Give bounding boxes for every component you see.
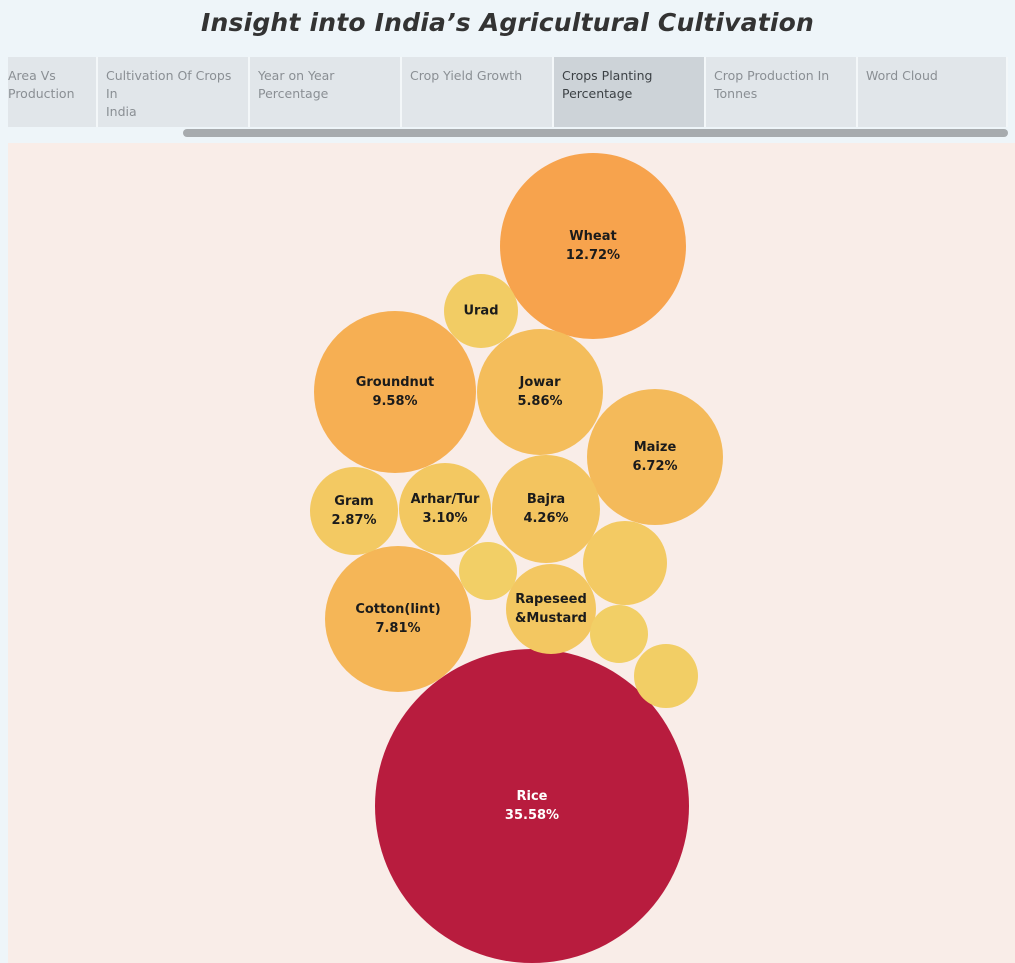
bubble-value-label: 9.58% bbox=[372, 394, 417, 409]
bubble-bajra[interactable]: Bajra 4.26% bbox=[492, 455, 600, 563]
tab-label-line: Tonnes bbox=[714, 86, 758, 101]
bubble-name: Cotton(lint) bbox=[355, 602, 440, 617]
bubble-unlabeled-10[interactable] bbox=[583, 521, 667, 605]
tab-label-line: Year on Year bbox=[258, 68, 335, 83]
tab-label-line: Production bbox=[8, 86, 75, 101]
tab-label-line: Crop Yield Growth bbox=[410, 68, 523, 83]
bubble-value-label: 6.72% bbox=[632, 459, 677, 474]
tab-label-line: Percentage bbox=[562, 86, 633, 101]
bubble-unlabeled-14[interactable] bbox=[590, 605, 648, 663]
bubble-name: Urad bbox=[463, 304, 498, 319]
bubble-circle[interactable] bbox=[375, 649, 689, 963]
tab-crop-production-in-tonnes[interactable]: Crop Production In Tonnes bbox=[706, 57, 858, 127]
tab-year-on-year-percentage[interactable]: Year on Year Percentage bbox=[250, 57, 402, 127]
tab-label-line: Area Vs bbox=[8, 68, 56, 83]
tab-cultivation-of-crops-in-india[interactable]: Cultivation Of Crops In India bbox=[98, 57, 250, 127]
bubble-value-label: 7.81% bbox=[375, 621, 420, 636]
bubble-circle[interactable] bbox=[590, 605, 648, 663]
bubble-unlabeled-13[interactable] bbox=[459, 542, 517, 600]
bubble-groundnut[interactable]: Groundnut 9.58% bbox=[314, 311, 476, 473]
bubble-gram[interactable]: Gram 2.87% bbox=[310, 467, 398, 555]
bubble-circle[interactable] bbox=[492, 455, 600, 563]
story-tab-bar: Area Vs Production Cultivation Of Crops In… bbox=[8, 57, 1008, 127]
bubble-wheat[interactable]: Wheat 12.72% bbox=[500, 153, 686, 339]
tab-word-cloud[interactable]: Word Cloud bbox=[858, 57, 1008, 127]
bubble-urad[interactable]: Urad bbox=[444, 274, 518, 348]
bubble-circle[interactable] bbox=[399, 463, 491, 555]
bubble-name: Arhar/Tur bbox=[411, 492, 480, 507]
tab-label-line: Word Cloud bbox=[866, 68, 938, 83]
bubble-value-label: 3.10% bbox=[422, 511, 467, 526]
bubble-jowar[interactable]: Jowar 5.86% bbox=[477, 329, 603, 455]
tab-label-line: India bbox=[106, 104, 137, 119]
bubble-circle[interactable] bbox=[583, 521, 667, 605]
bubble-name: Rice bbox=[517, 789, 548, 804]
bubble-value-label: 2.87% bbox=[331, 513, 376, 528]
page-title: Insight into India’s Agricultural Cultiv… bbox=[200, 8, 815, 37]
bubble-rice[interactable]: Rice 35.58% bbox=[375, 649, 689, 963]
tab-crops-planting-percentage[interactable]: Crops Planting Percentage bbox=[554, 57, 706, 127]
bubble-circle[interactable] bbox=[477, 329, 603, 455]
bubble-maize[interactable]: Maize 6.72% bbox=[587, 389, 723, 525]
tab-label-line: Cultivation Of Crops In bbox=[106, 68, 232, 101]
bubble-arhar-tur[interactable]: Arhar/Tur 3.10% bbox=[399, 463, 491, 555]
tab-crop-yield-growth[interactable]: Crop Yield Growth bbox=[402, 57, 554, 127]
bubble-value-label: 35.58% bbox=[505, 808, 559, 823]
bubble-circle[interactable] bbox=[325, 546, 471, 692]
tab-area-vs-production[interactable]: Area Vs Production bbox=[8, 57, 98, 127]
bubble-circle[interactable] bbox=[310, 467, 398, 555]
bubble-name: Bajra bbox=[527, 492, 565, 507]
bubble-circle[interactable] bbox=[444, 274, 518, 348]
bubble-chart: Rice 35.58% Wheat 12.72% Groundnut 9.58% Cotto… bbox=[310, 153, 723, 963]
bubble-chart-area: Rice 35.58% Wheat 12.72% Groundnut 9.58% Cotto… bbox=[8, 143, 1015, 963]
bubble-name: Wheat bbox=[569, 229, 616, 244]
bubble-circle[interactable] bbox=[500, 153, 686, 339]
bubble-cotton-lint[interactable]: Cotton(lint) 7.81% bbox=[325, 546, 471, 692]
tab-scrollbar[interactable] bbox=[183, 129, 1008, 137]
bubble-name: Jowar bbox=[519, 375, 562, 390]
bubble-value-label: 4.26% bbox=[523, 511, 568, 526]
bubble-name: &Mustard bbox=[515, 611, 587, 626]
bubble-name: Gram bbox=[334, 494, 373, 509]
bubble-circle[interactable] bbox=[634, 644, 698, 708]
bubble-circle[interactable] bbox=[459, 542, 517, 600]
tab-label-line: Percentage bbox=[258, 86, 329, 101]
bubble-value-label: 12.72% bbox=[566, 248, 620, 263]
bubble-circle[interactable] bbox=[587, 389, 723, 525]
bubble-circle[interactable] bbox=[506, 564, 596, 654]
tab-label-line: Crops Planting bbox=[562, 68, 653, 83]
bubble-name: Rapeseed bbox=[515, 592, 587, 607]
bubble-value-label: 5.86% bbox=[517, 394, 562, 409]
bubble-circle[interactable] bbox=[314, 311, 476, 473]
tab-label-line: Crop Production In bbox=[714, 68, 830, 83]
bubble-name: Maize bbox=[634, 440, 677, 455]
bubble-rapeseed-mustard[interactable]: Rapeseed&Mustard bbox=[506, 564, 596, 654]
bubble-name: Groundnut bbox=[356, 375, 435, 390]
bubble-unlabeled-12[interactable] bbox=[634, 644, 698, 708]
